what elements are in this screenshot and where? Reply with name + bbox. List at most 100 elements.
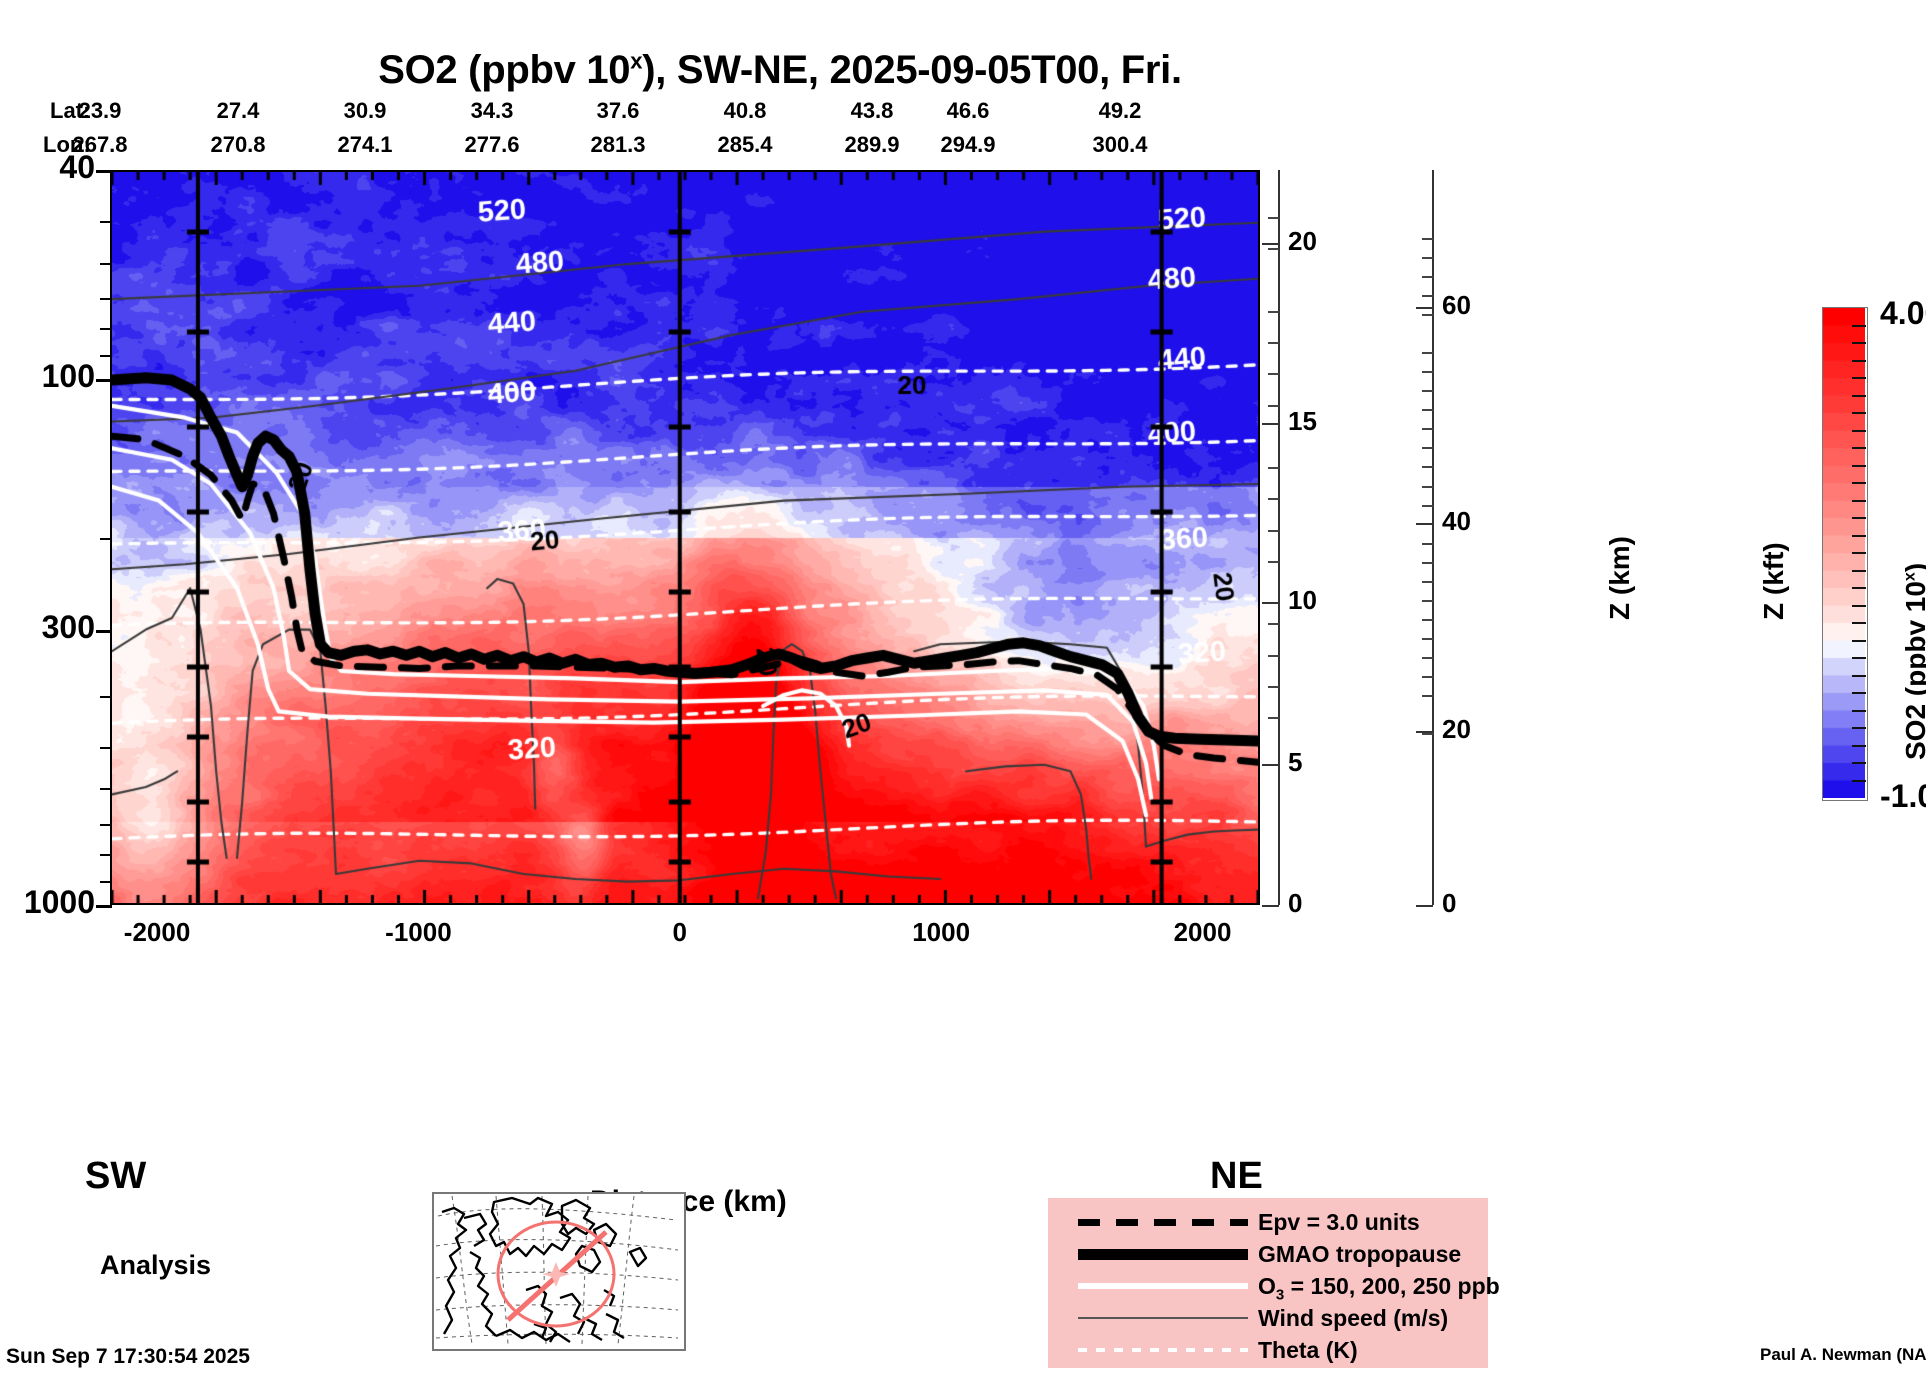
z-km-tick-mark	[1262, 905, 1279, 907]
timestamp-label: Sun Sep 7 17:30:54 2025	[6, 1345, 250, 1368]
legend-row-tropopause: GMAO tropopause	[1048, 1238, 1488, 1270]
legend-sample-wind	[1078, 1302, 1248, 1334]
legend-sample-ozone	[1078, 1270, 1248, 1302]
z-kft-minor-tick	[1422, 657, 1433, 660]
z-km-tick-mark	[1262, 242, 1279, 245]
z-km-minor-tick	[1268, 717, 1279, 720]
analysis-label: Analysis	[100, 1250, 212, 1280]
z-kft-tick-mark	[1416, 523, 1433, 526]
legend-sample-theta	[1078, 1334, 1248, 1366]
lat-value: 46.6	[946, 98, 990, 123]
z-kft-minor-tick	[1422, 618, 1433, 621]
lat-value: 27.4	[216, 98, 260, 123]
z-kft-axis-line	[1432, 170, 1434, 905]
z-kft-minor-tick	[1422, 428, 1433, 431]
page-title: SO2 (ppbv 10x), SW-NE, 2025-09-05T00, Fr…	[0, 48, 1560, 93]
z-kft-minor-tick	[1422, 371, 1433, 374]
legend-label-epv: Epv = 3.0 units	[1258, 1209, 1420, 1235]
y-tick-label: 1000	[23, 884, 95, 920]
credit-label: Paul A. Newman (NASA	[1760, 1345, 1926, 1364]
z-kft-minor-tick	[1422, 485, 1433, 488]
x-tick-label: -1000	[385, 917, 452, 947]
lat-value: 23.9	[78, 98, 122, 123]
title-prefix: SO2 (ppbv 10	[378, 48, 631, 92]
z-kft-minor-tick	[1422, 256, 1433, 259]
y-tick-label: 100	[41, 358, 95, 395]
z-kft-minor-tick	[1422, 466, 1433, 469]
z-km-minor-tick	[1268, 654, 1279, 657]
z-km-minor-tick	[1268, 560, 1279, 563]
z-kft-minor-tick	[1422, 638, 1433, 641]
z-km-minor-tick	[1268, 373, 1279, 376]
z-kft-minor-tick	[1422, 676, 1433, 679]
z-kft-minor-tick	[1422, 352, 1433, 355]
y-tick-label: 300	[41, 609, 95, 646]
ne-endpoint-label: NE	[1210, 1155, 1263, 1197]
legend-label-prefix: O	[1258, 1273, 1276, 1299]
z-kft-minor-tick	[1422, 237, 1433, 240]
lat-value: 37.6	[596, 98, 640, 123]
x-tick-label: -2000	[123, 917, 191, 947]
lat-value: 40.8	[723, 98, 767, 123]
legend-row-theta: Theta (K)	[1048, 1334, 1488, 1366]
lat-value: 49.2	[1098, 98, 1142, 123]
lon-value: 294.9	[940, 132, 996, 157]
z-kft-minor-tick	[1422, 313, 1433, 316]
lat-value: 34.3	[470, 98, 514, 123]
z-km-tick-label: 20	[1288, 225, 1317, 256]
z-kft-minor-tick	[1422, 504, 1433, 507]
center-star-marker	[542, 1262, 570, 1287]
x-tick-label: 0	[672, 917, 687, 947]
sw-endpoint-label: SW	[85, 1155, 147, 1197]
z-kft-minor-tick	[1422, 599, 1433, 602]
z-km-minor-tick	[1268, 341, 1279, 344]
z-kft-minor-tick	[1422, 733, 1433, 736]
z-kft-tick-label: 0	[1442, 888, 1457, 918]
cross-section-plot[interactable]	[110, 170, 1260, 905]
x-tick-label: 1000	[912, 917, 971, 947]
legend-label-theta: Theta (K)	[1258, 1337, 1358, 1363]
z-kft-minor-tick	[1422, 542, 1433, 545]
lat-axis-label: Lat:	[50, 98, 91, 123]
colorbar	[1822, 307, 1868, 801]
legend-sample-epv	[1078, 1206, 1248, 1238]
legend-row-ozone: O3 = 150, 200, 250 ppb	[1048, 1270, 1500, 1304]
z-km-tick-label: 10	[1288, 584, 1317, 615]
legend-label-wind: Wind speed (m/s)	[1258, 1305, 1449, 1331]
lon-value: 300.4	[1092, 132, 1148, 157]
z-kft-minor-tick	[1422, 409, 1433, 412]
lon-value: 267.8	[72, 132, 128, 157]
z-kft-tick-label: 40	[1442, 506, 1471, 537]
z-km-axis-line	[1278, 170, 1280, 905]
z-km-minor-tick	[1268, 529, 1279, 532]
x-tick-label: 2000	[1173, 917, 1232, 947]
legend-row-epv: Epv = 3.0 units	[1048, 1206, 1488, 1238]
lat-value: 30.9	[343, 98, 387, 123]
z-km-minor-tick	[1268, 498, 1279, 501]
z-kft-tick-label: 60	[1442, 290, 1471, 321]
inset-location-map[interactable]	[432, 1192, 686, 1351]
colorbar-max-label: 4.00	[1880, 295, 1926, 331]
inset-map-svg	[435, 1195, 679, 1345]
y-tick-mark	[96, 905, 112, 908]
lon-value: 289.9	[844, 132, 900, 157]
title-superscript: x	[630, 48, 643, 74]
z-km-minor-tick	[1268, 686, 1279, 689]
z-km-minor-tick	[1268, 623, 1279, 626]
lon-axis-label: Lon:	[43, 132, 91, 157]
legend-label-subscript: 3	[1275, 1286, 1285, 1304]
z-km-tick-label: 0	[1288, 888, 1303, 918]
legend-sample-tropopause	[1078, 1238, 1248, 1270]
z-km-axis-label: Z (km)	[1604, 536, 1635, 620]
z-km-minor-tick	[1268, 404, 1279, 407]
lon-value: 281.3	[590, 132, 646, 157]
z-km-minor-tick	[1268, 248, 1279, 251]
z-kft-minor-tick	[1422, 561, 1433, 564]
colorbar-min-label: -1.00	[1880, 778, 1926, 814]
lat-value: 43.8	[850, 98, 894, 123]
z-km-minor-tick	[1268, 216, 1279, 219]
z-kft-tick-mark	[1416, 905, 1433, 907]
z-kft-minor-tick	[1422, 275, 1433, 278]
legend-box: Epv = 3.0 units GMAO tropopause O3 = 150, …	[1048, 1198, 1500, 1368]
z-km-tick-mark	[1262, 764, 1279, 767]
